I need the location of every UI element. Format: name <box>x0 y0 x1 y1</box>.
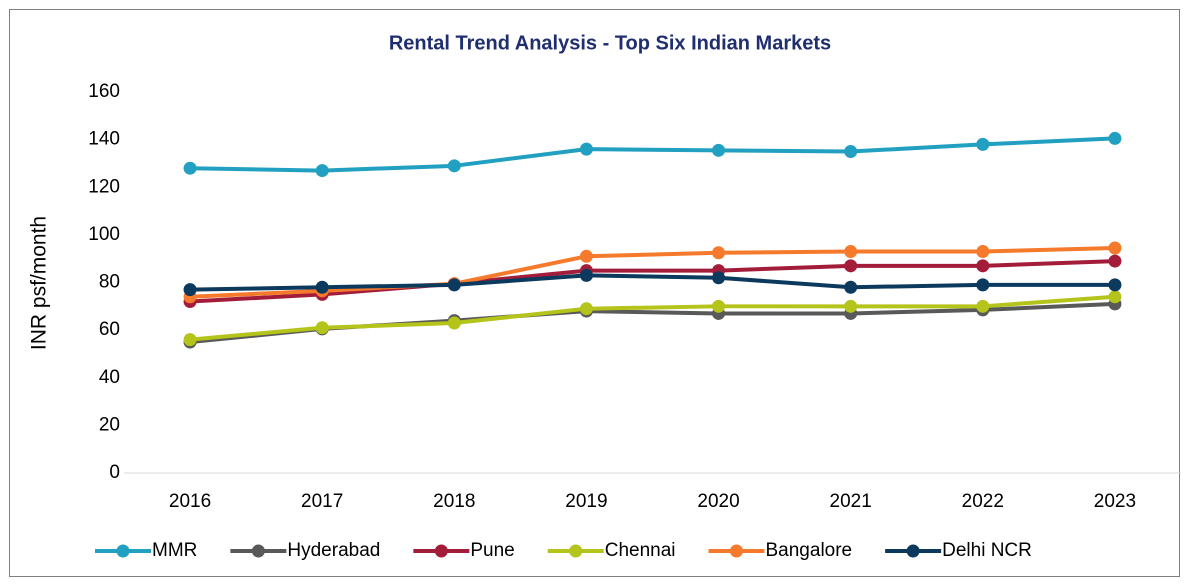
data-point <box>1108 254 1122 268</box>
y-tick-label: 140 <box>88 129 120 150</box>
data-point <box>447 316 461 330</box>
data-point <box>1108 278 1122 292</box>
chart-title: Rental Trend Analysis - Top Six Indian M… <box>389 32 831 54</box>
data-point <box>844 259 858 273</box>
data-point <box>712 143 726 157</box>
series-line <box>190 273 1115 292</box>
data-point <box>976 299 990 313</box>
data-point <box>712 299 726 313</box>
x-tick-label: 2018 <box>433 491 475 512</box>
legend-marker <box>569 544 583 558</box>
data-point <box>976 137 990 151</box>
data-point <box>844 245 858 259</box>
legend-label: Bangalore <box>766 540 853 561</box>
data-point <box>844 299 858 313</box>
y-tick-label: 40 <box>99 367 120 388</box>
y-tick-label: 20 <box>99 414 120 435</box>
series-line <box>190 136 1116 173</box>
series-line <box>189 294 1116 342</box>
data-point <box>579 142 593 156</box>
y-tick-label: 0 <box>109 462 120 483</box>
legend-label: MMR <box>152 540 197 561</box>
chart-border <box>9 9 1180 577</box>
data-point <box>183 283 197 297</box>
y-tick-label: 160 <box>88 81 120 102</box>
x-tick-label: 2023 <box>1094 491 1136 512</box>
data-point <box>579 268 593 282</box>
legend-label: Hyderabad <box>287 540 380 561</box>
y-tick-label: 100 <box>88 224 120 245</box>
data-point <box>315 280 329 294</box>
data-point <box>447 159 461 173</box>
y-axis-label: INR psf/month <box>28 216 51 350</box>
data-point <box>183 333 197 347</box>
data-point <box>976 245 990 259</box>
x-tick-label: 2021 <box>830 491 872 512</box>
x-tick-label: 2019 <box>565 491 607 512</box>
data-point <box>1108 131 1122 145</box>
legend-marker <box>730 544 743 558</box>
legend-marker <box>116 544 130 558</box>
legend-label: Pune <box>470 540 514 561</box>
data-point <box>1108 241 1122 255</box>
data-point <box>579 302 593 316</box>
legend-marker <box>434 544 448 558</box>
data-point <box>712 246 726 260</box>
data-point <box>976 259 990 273</box>
x-tick-label: 2016 <box>169 491 211 512</box>
data-point <box>315 164 329 178</box>
data-point <box>579 249 593 263</box>
legend-marker <box>906 544 920 558</box>
data-point <box>183 161 197 175</box>
x-tick-label: 2017 <box>301 491 343 512</box>
legend-marker <box>251 544 265 558</box>
y-tick-label: 60 <box>99 319 120 340</box>
data-point <box>844 280 858 294</box>
data-point <box>712 271 726 285</box>
data-point <box>315 321 329 335</box>
x-tick-label: 2022 <box>962 491 1004 512</box>
legend-label: Chennai <box>605 540 676 561</box>
data-point <box>1108 290 1122 304</box>
series-line <box>189 245 1115 299</box>
data-point <box>447 278 461 292</box>
y-tick-label: 80 <box>99 272 120 293</box>
series-line <box>189 259 1116 304</box>
y-tick-label: 120 <box>88 176 120 197</box>
data-point <box>976 278 990 292</box>
x-tick-label: 2020 <box>697 491 739 512</box>
data-point <box>844 145 858 159</box>
legend-label: Delhi NCR <box>942 540 1032 561</box>
